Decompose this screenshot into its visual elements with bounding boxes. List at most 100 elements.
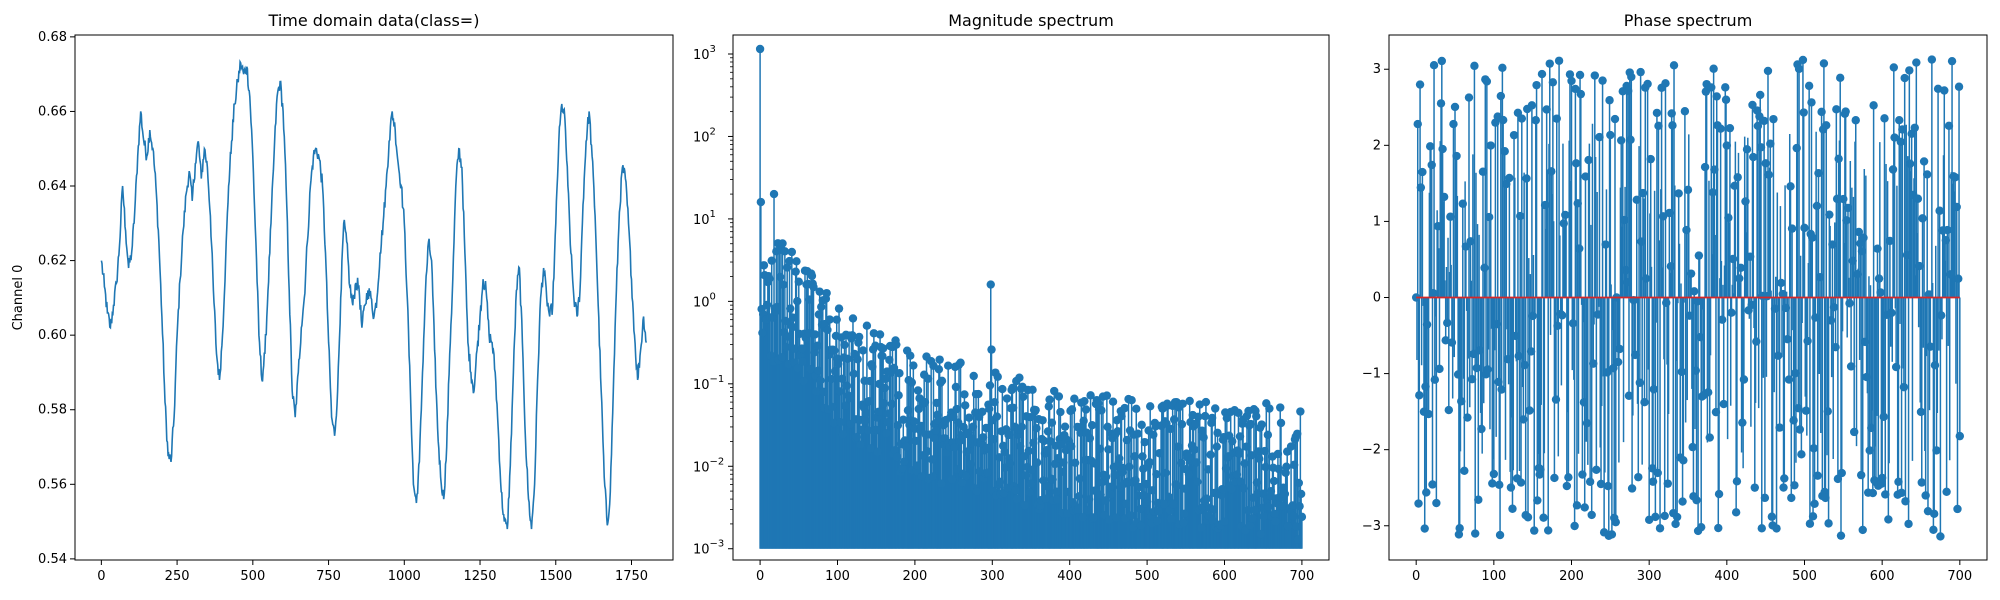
phase-marker	[1940, 86, 1949, 95]
magnitude-marker	[913, 386, 923, 395]
magnitude-marker	[1190, 445, 1199, 454]
phase-marker	[1753, 121, 1763, 131]
phase-marker	[1651, 512, 1660, 522]
phase-marker	[1950, 173, 1960, 182]
phase-marker	[1709, 64, 1718, 73]
magnitude-marker	[1080, 396, 1089, 406]
magnitude-marker	[1164, 492, 1173, 502]
magnitude-marker	[1008, 383, 1017, 393]
phase-marker	[1703, 388, 1713, 397]
phase-marker	[1655, 524, 1665, 533]
phase-marker	[1522, 174, 1531, 183]
phase-marker	[1731, 508, 1741, 517]
phase-marker	[1463, 413, 1472, 422]
magnitude-marker	[797, 344, 807, 353]
magnitude-marker	[1270, 509, 1280, 519]
phase-marker	[1511, 331, 1520, 341]
phase-marker	[1839, 194, 1848, 204]
phase-marker	[1947, 56, 1957, 66]
magnitude-marker	[1028, 385, 1037, 395]
magnitude-marker	[1176, 458, 1186, 468]
magnitude-marker	[787, 247, 797, 257]
magnitude-marker	[1173, 442, 1183, 451]
magnitude-marker	[892, 340, 901, 349]
y-tick-label: 0.54	[38, 552, 67, 567]
phase-marker	[1508, 504, 1517, 513]
magnitude-marker	[882, 429, 891, 438]
phase-marker	[1415, 391, 1424, 400]
phase-marker	[1921, 491, 1930, 500]
magnitude-marker	[911, 436, 920, 446]
phase-marker	[1438, 144, 1447, 154]
x-tick-label: 600	[1212, 569, 1237, 584]
magnitude-marker	[1260, 446, 1269, 456]
magnitude-marker	[923, 447, 932, 456]
magnitude-marker	[782, 263, 792, 272]
magnitude-marker	[1067, 442, 1076, 451]
phase-marker	[1624, 86, 1633, 96]
phase-marker	[1580, 503, 1589, 512]
phase-marker	[1542, 105, 1551, 114]
phase-marker	[1587, 510, 1596, 520]
phase-marker	[1799, 108, 1808, 117]
x-tick-label: 300	[1637, 569, 1662, 584]
phase-marker	[1884, 515, 1893, 524]
magnitude-marker	[1295, 502, 1304, 511]
y-tick-label: 100	[693, 291, 716, 310]
magnitude-marker	[792, 257, 801, 266]
panel-title: Time domain data(class=)	[268, 11, 480, 30]
phase-marker	[1705, 433, 1714, 442]
phase-marker	[1783, 335, 1792, 344]
phase-marker	[1653, 468, 1662, 478]
y-tick-label: 3	[1373, 62, 1381, 77]
phase-marker	[1693, 297, 1702, 306]
phase-marker	[1554, 56, 1564, 65]
phase-marker	[1416, 183, 1426, 192]
panel-title: Magnitude spectrum	[948, 11, 1114, 30]
phase-marker	[1761, 159, 1770, 168]
magnitude-marker	[1173, 481, 1182, 490]
magnitude-marker	[1271, 517, 1280, 526]
y-tick-label: 0.58	[38, 403, 67, 418]
magnitude-marker	[759, 261, 769, 270]
x-tick-label: 0	[756, 569, 764, 584]
phase-marker	[1794, 64, 1804, 74]
phase-marker	[1470, 61, 1479, 71]
magnitude-marker	[1139, 491, 1149, 500]
magnitude-marker	[1207, 413, 1217, 423]
phase-marker	[1856, 470, 1866, 480]
phase-marker	[1725, 123, 1735, 133]
phase-marker	[1831, 342, 1840, 352]
magnitude-marker	[1145, 457, 1154, 467]
phase-marker	[1748, 100, 1757, 110]
phase-marker	[1694, 251, 1704, 260]
magnitude-marker	[894, 391, 903, 400]
phase-marker	[1641, 274, 1651, 283]
phase-marker	[1474, 495, 1483, 504]
phase-marker	[1489, 469, 1499, 479]
phase-marker	[1552, 114, 1561, 123]
magnitude-marker	[871, 425, 881, 435]
magnitude-marker	[937, 376, 947, 386]
phase-marker	[1523, 513, 1533, 522]
phase-marker	[1719, 399, 1728, 409]
magnitude-marker	[952, 404, 961, 414]
phase-marker	[1496, 91, 1506, 101]
magnitude-marker	[934, 365, 944, 374]
magnitude-marker	[1043, 482, 1052, 491]
magnitude-marker	[1130, 452, 1139, 461]
x-tick-label: 0	[97, 569, 105, 584]
phase-marker	[1800, 223, 1809, 233]
magnitude-marker	[1154, 506, 1163, 516]
y-tick-label: 0.66	[38, 104, 67, 119]
magnitude-marker	[852, 432, 862, 442]
magnitude-marker	[1067, 405, 1077, 414]
phase-marker	[1810, 499, 1819, 509]
phase-marker	[1443, 318, 1452, 328]
phase-marker	[1917, 478, 1926, 487]
phase-marker	[1500, 147, 1509, 156]
phase-marker	[1498, 115, 1508, 125]
magnitude-marker	[813, 366, 823, 375]
phase-marker	[1918, 214, 1927, 223]
phase-marker	[1846, 362, 1856, 371]
